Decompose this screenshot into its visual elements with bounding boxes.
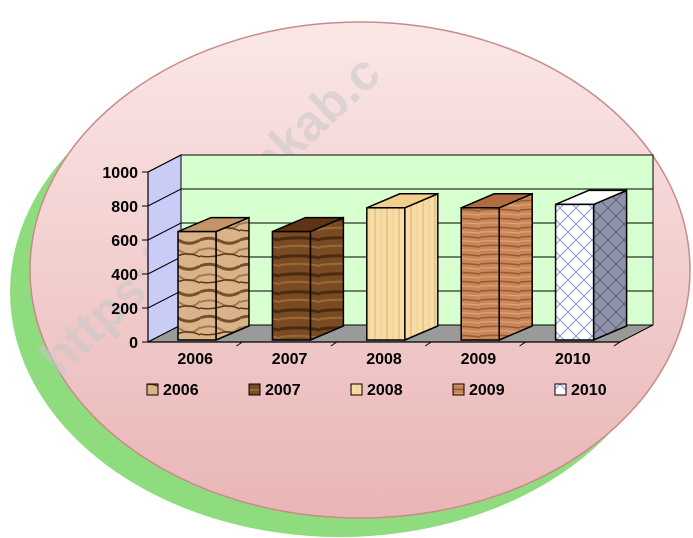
bar-side: [592, 189, 628, 342]
x-tick-mark: [519, 341, 526, 347]
legend-swatch-2006: [146, 383, 159, 396]
y-tick-label: 0: [129, 335, 138, 352]
x-tick-label: 2006: [177, 351, 213, 368]
gridline: [147, 154, 653, 173]
x-tick-mark: [236, 341, 243, 347]
y-tick-label: 1000: [102, 165, 138, 182]
y-tick-label: 200: [111, 301, 138, 318]
bar-side: [215, 216, 250, 342]
bar-front: [366, 207, 406, 341]
bars: [177, 189, 628, 342]
gridline: [147, 188, 653, 207]
legend-swatch-2007: [248, 383, 261, 396]
legend-label-2009: 2009: [469, 382, 505, 399]
bar-side: [404, 192, 439, 342]
side-wall: [147, 154, 182, 343]
legend-swatch-2010: [554, 383, 567, 396]
x-tick-label: 2007: [272, 351, 308, 368]
legend-label-2006: 2006: [163, 382, 199, 399]
x-tick-mark: [424, 341, 432, 347]
x-tick-label: 2010: [555, 351, 591, 368]
bar-2006: [177, 216, 250, 342]
x-tick-mark: [613, 341, 621, 347]
legend-label-2008: 2008: [367, 382, 403, 399]
y-tick-label: 400: [111, 267, 138, 284]
x-axis: 2006 2007 2008 2009 2010: [148, 341, 621, 368]
bar-front: [460, 207, 500, 341]
bar-2008: [366, 192, 439, 342]
bar-side: [498, 192, 533, 342]
bar-front: [177, 230, 217, 341]
bar-2010: [554, 189, 628, 342]
y-tick-label: 600: [111, 233, 138, 250]
bar-2007: [271, 216, 345, 342]
x-tick-label: 2008: [366, 351, 402, 368]
bar-side: [309, 216, 345, 342]
x-tick-label: 2009: [461, 351, 497, 368]
bar-front: [554, 203, 595, 341]
legend: 2006 2007 2008 2009 2010: [146, 382, 607, 399]
bar-2009: [460, 192, 533, 342]
legend-swatch-2009: [452, 383, 465, 396]
legend-label-2010: 2010: [571, 382, 607, 399]
bar-front: [271, 230, 312, 341]
legend-swatch-2008: [350, 383, 363, 396]
y-axis: 0 200 400 600 800 1000: [102, 165, 149, 352]
legend-label-2007: 2007: [265, 382, 301, 399]
x-tick-mark: [330, 341, 338, 347]
y-tick-label: 800: [111, 199, 138, 216]
